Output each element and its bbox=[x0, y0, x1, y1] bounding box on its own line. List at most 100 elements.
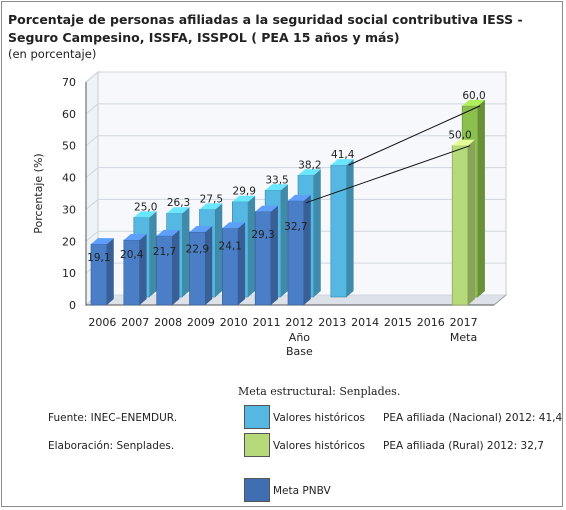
bar-back-2007-top bbox=[133, 211, 157, 218]
data-label: 22,9 bbox=[186, 243, 209, 255]
bar-back-2013 bbox=[330, 164, 347, 298]
legend-label-national: Valores históricos bbox=[273, 412, 365, 424]
data-label: 20,4 bbox=[120, 249, 144, 261]
y-tick-label: 30 bbox=[62, 203, 76, 216]
x-tick-sublabel: Año bbox=[289, 331, 310, 344]
x-tick-label: 2015 bbox=[384, 316, 412, 329]
data-label: 29,3 bbox=[251, 229, 274, 241]
x-tick-label: 2012 bbox=[285, 316, 313, 329]
bar-back-2017-side bbox=[477, 99, 485, 297]
bar-front-2017 bbox=[451, 145, 469, 306]
legend-heading: Meta estructural: Senplades. bbox=[238, 385, 401, 398]
bar-front-2017-side bbox=[467, 139, 475, 305]
source-note: Fuente: INEC–ENEMDUR. bbox=[48, 412, 178, 424]
x-tick-label: 2011 bbox=[253, 316, 281, 329]
bar-back-2010-top bbox=[232, 195, 256, 202]
data-label: 38,2 bbox=[298, 159, 321, 171]
gridline-side bbox=[85, 230, 99, 242]
chart-subtitle: (en porcentaje) bbox=[8, 47, 97, 61]
bar-front-2011 bbox=[254, 211, 272, 306]
legend-swatch-meta bbox=[244, 478, 270, 502]
data-label: 21,7 bbox=[153, 246, 176, 258]
data-label: 33,5 bbox=[265, 174, 288, 186]
bar-back-2008-top bbox=[166, 207, 190, 214]
bar-back-2007-side bbox=[149, 211, 157, 297]
bar-front-2012-side bbox=[303, 194, 311, 305]
bar-front-2008-side bbox=[172, 229, 180, 305]
bar-front-2009-top bbox=[189, 226, 213, 233]
bar-front-2010-top bbox=[222, 222, 246, 229]
data-label: 29,9 bbox=[233, 186, 256, 198]
legend-swatch-national bbox=[244, 405, 270, 429]
bar-back-2013-side bbox=[346, 159, 354, 297]
bar-back-2012-side bbox=[313, 169, 321, 297]
bar-front-2007-top bbox=[123, 234, 147, 241]
trend-line-rural bbox=[305, 145, 471, 204]
y-tick-label: 60 bbox=[62, 108, 76, 121]
legend-note-national: PEA afiliada (Nacional) 2012: 41,4 bbox=[383, 412, 563, 424]
legend-label-rural: Valores históricos bbox=[273, 440, 365, 452]
legend-note-rural: PEA afiliada (Rural) 2012: 32,7 bbox=[383, 440, 544, 452]
gridline-side bbox=[85, 135, 99, 147]
y-tick-label: 10 bbox=[62, 267, 76, 280]
bar-back-2013-top bbox=[330, 159, 354, 166]
x-tick-label: 2009 bbox=[187, 316, 215, 329]
bar-front-2012 bbox=[287, 200, 305, 306]
bar-front-2006-side bbox=[106, 238, 114, 305]
elaboration-note: Elaboración: Senplades. bbox=[48, 440, 175, 452]
y-axis-label: Porcentaje (%) bbox=[32, 153, 45, 233]
bar-front-2011-top bbox=[255, 205, 278, 212]
legend-swatch-rural bbox=[244, 433, 270, 457]
data-label: 24,1 bbox=[219, 241, 242, 253]
chart-title-line1: Porcentaje de personas afiliadas a la se… bbox=[8, 12, 523, 27]
data-label: 32,7 bbox=[284, 221, 307, 233]
gridline-side bbox=[85, 103, 99, 115]
x-tick-sublabel: Meta bbox=[450, 331, 477, 344]
gridline-side bbox=[85, 167, 99, 178]
bar-front-2009-side bbox=[205, 226, 213, 305]
x-tick-label: 2013 bbox=[318, 316, 346, 329]
trend-line-national bbox=[348, 105, 481, 166]
y-tick-label: 50 bbox=[62, 140, 76, 153]
legend-label-meta: Meta PNBV bbox=[273, 485, 331, 497]
data-label: 41,4 bbox=[331, 149, 355, 161]
bar-back-2011-side bbox=[280, 184, 288, 297]
bar-front-2010-side bbox=[238, 222, 246, 305]
y-tick-label: 20 bbox=[62, 235, 76, 248]
x-tick-label: 2017 bbox=[450, 316, 478, 329]
bar-chart: 0 10 20 30 40 50 60 70 Porcentaje (%) 19,1 2006 25,… bbox=[32, 70, 508, 358]
data-label: 27,5 bbox=[200, 193, 223, 205]
y-tick-label: 70 bbox=[62, 76, 76, 89]
x-tick-label: 2006 bbox=[88, 316, 116, 329]
x-tick-label: 2014 bbox=[351, 316, 379, 329]
gridline-side bbox=[85, 199, 99, 210]
bar-back-2011-top bbox=[265, 184, 288, 191]
x-tick-label: 2010 bbox=[220, 316, 248, 329]
bar-back-2017-top bbox=[462, 99, 485, 106]
data-label: 60,0 bbox=[462, 90, 485, 102]
y-tick-label: 0 bbox=[69, 299, 76, 312]
data-label: 25,0 bbox=[134, 201, 157, 213]
x-tick-label: 2016 bbox=[417, 316, 445, 329]
bar-back-2010-side bbox=[248, 195, 256, 297]
data-label: 19,1 bbox=[87, 252, 110, 264]
bar-back-2009-side bbox=[215, 203, 223, 297]
x-tick-label: 2007 bbox=[121, 316, 149, 329]
bar-front-2017-top bbox=[452, 139, 475, 146]
bar-back-2008-side bbox=[182, 207, 190, 297]
bar-front-2007-side bbox=[139, 234, 147, 305]
bar-back-2012-top bbox=[298, 169, 321, 176]
bar-back-2009-top bbox=[199, 203, 223, 210]
bar-front-2006-top bbox=[91, 238, 114, 245]
x-tick-sublabel: Base bbox=[286, 345, 313, 358]
chart-title-line2: Seguro Campesino, ISSFA, ISSPOL ( PEA 15… bbox=[8, 30, 400, 45]
bar-front-2012-top bbox=[288, 194, 311, 201]
bar-front-2011-side bbox=[270, 205, 278, 305]
x-tick-label: 2008 bbox=[154, 316, 182, 329]
data-label: 26,3 bbox=[167, 197, 190, 209]
gridline-side bbox=[85, 71, 99, 83]
data-label: 50,0 bbox=[448, 130, 471, 142]
bar-front-2008-top bbox=[156, 229, 180, 236]
y-tick-label: 40 bbox=[62, 172, 76, 185]
